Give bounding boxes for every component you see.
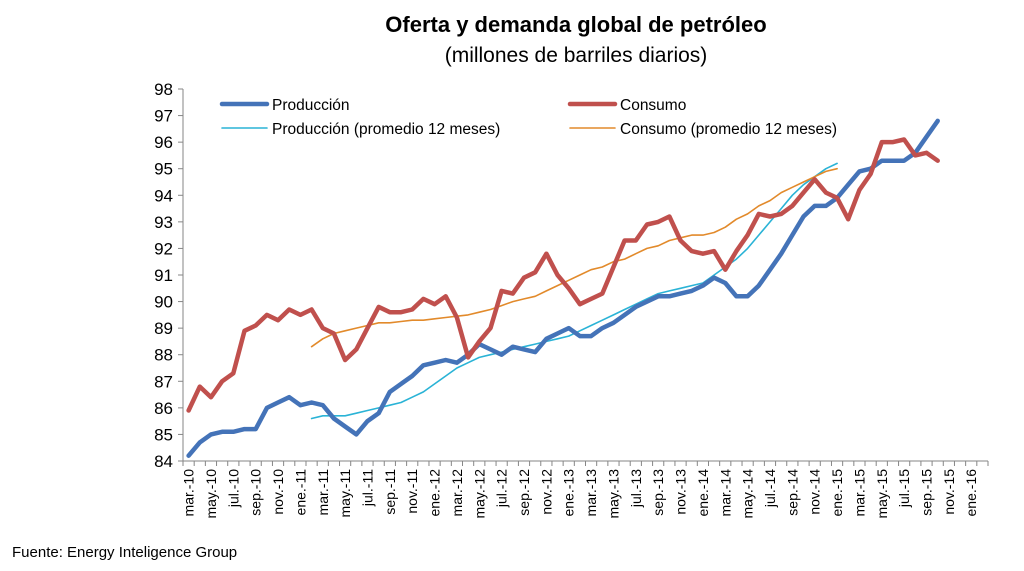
x-tick-label: jul.-14 bbox=[762, 469, 778, 508]
y-tick-label: 98 bbox=[154, 80, 173, 99]
legend-label: Producción (promedio 12 meses) bbox=[272, 121, 500, 138]
x-tick-label: mar.-10 bbox=[181, 469, 197, 517]
y-tick-label: 87 bbox=[154, 372, 173, 391]
x-tick-label: jul.-11 bbox=[360, 469, 376, 507]
x-tick-label: sep.-10 bbox=[248, 469, 264, 516]
x-tick-label: ene.-11 bbox=[292, 469, 308, 516]
chart-subtitle: (millones de barriles diarios) bbox=[445, 44, 708, 67]
x-tick-label: jul.-12 bbox=[494, 469, 510, 508]
x-tick-label: may.-15 bbox=[874, 469, 890, 519]
x-tick-label: sep.-11 bbox=[382, 469, 398, 515]
x-tick-label: ene.-16 bbox=[963, 469, 979, 517]
x-tick-label: jul.-13 bbox=[628, 469, 644, 508]
x-tick-label: sep.-13 bbox=[650, 469, 666, 516]
x-tick-label: nov.-10 bbox=[270, 469, 286, 515]
series-line-0 bbox=[186, 118, 940, 458]
plot-area: 84 85 86 87 88 89 90 91 92 93 94 95 96 97 98 mar.-10 may… bbox=[154, 80, 989, 519]
legend-label: Producción bbox=[272, 97, 350, 114]
source-note: Fuente: Energy Inteligence Group bbox=[12, 544, 238, 561]
x-tick-label: mar.-13 bbox=[583, 469, 599, 517]
y-tick-label: 85 bbox=[154, 425, 173, 444]
x-tick-label: may.-11 bbox=[337, 469, 353, 518]
x-tick-label: ene.-14 bbox=[695, 469, 711, 517]
legend-label: Consumo (promedio 12 meses) bbox=[620, 121, 837, 138]
x-tick-label: may.-10 bbox=[203, 469, 219, 519]
x-tick-label: may.-13 bbox=[606, 469, 622, 519]
series-line-3 bbox=[310, 167, 838, 348]
x-tick-label: jul.-10 bbox=[225, 469, 241, 508]
y-tick-label: 91 bbox=[154, 266, 173, 285]
series-line-1 bbox=[186, 137, 940, 413]
chart-title: Oferta y demanda global de petróleo bbox=[385, 12, 766, 37]
x-tick-label: sep.-12 bbox=[516, 469, 532, 516]
x-tick-label: ene.-12 bbox=[427, 469, 443, 517]
y-tick-label: 95 bbox=[154, 160, 173, 179]
x-tick-label: nov.-15 bbox=[941, 469, 957, 515]
x-tick-label: mar.-11 bbox=[315, 469, 331, 516]
y-tick-label: 96 bbox=[154, 133, 173, 152]
x-tick-label: nov.-14 bbox=[807, 469, 823, 515]
series-line-2 bbox=[310, 162, 838, 420]
y-tick-label: 84 bbox=[154, 452, 173, 471]
x-tick-label: may.-14 bbox=[740, 469, 756, 519]
y-tick-label: 88 bbox=[154, 346, 173, 365]
legend-label: Consumo bbox=[620, 97, 686, 114]
y-tick-label: 89 bbox=[154, 319, 173, 338]
x-tick-label: nov.-12 bbox=[538, 469, 554, 515]
y-tick-label: 93 bbox=[154, 213, 173, 232]
x-tick-label: mar.-12 bbox=[449, 469, 465, 517]
x-tick-label: sep.-14 bbox=[784, 469, 800, 516]
y-tick-label: 92 bbox=[154, 239, 173, 258]
x-tick-label: ene.-13 bbox=[561, 469, 577, 517]
y-tick-label: 86 bbox=[154, 399, 173, 418]
legend: Producción Consumo Producción (promedio 12… bbox=[219, 97, 837, 138]
x-tick-label: jul.-15 bbox=[896, 469, 912, 508]
x-tick-label: mar.-14 bbox=[717, 469, 733, 517]
x-tick-label: ene.-15 bbox=[829, 469, 845, 517]
y-tick-label: 90 bbox=[154, 293, 173, 312]
x-tick-label: mar.-15 bbox=[851, 469, 867, 517]
y-tick-label: 97 bbox=[154, 107, 173, 126]
x-tick-label: sep.-15 bbox=[919, 469, 935, 516]
x-tick-label: nov.-11 bbox=[404, 469, 420, 514]
y-tick-label: 94 bbox=[154, 186, 173, 205]
x-tick-label: may.-12 bbox=[471, 469, 487, 519]
x-tick-label: nov.-13 bbox=[673, 469, 689, 515]
